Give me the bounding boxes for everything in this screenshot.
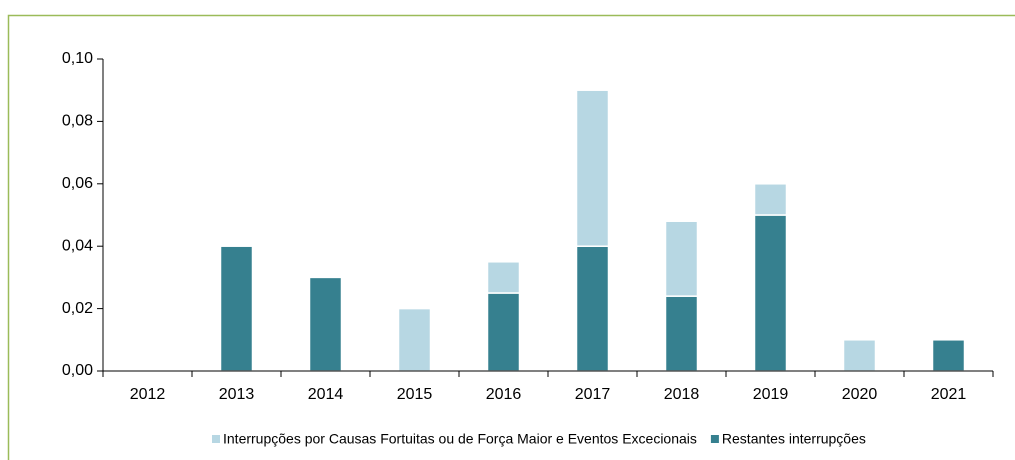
legend-swatch bbox=[212, 435, 220, 443]
x-tick-label: 2020 bbox=[842, 386, 878, 403]
y-tick-label: 0,00 bbox=[62, 362, 93, 379]
x-tick-label: 2013 bbox=[219, 386, 255, 403]
x-tick-label: 2016 bbox=[486, 386, 522, 403]
x-tick-label: 2021 bbox=[931, 386, 967, 403]
bar-segment bbox=[931, 339, 966, 372]
bar-segment bbox=[664, 295, 699, 372]
chart-border bbox=[7, 14, 1015, 460]
bar-segment bbox=[308, 276, 343, 372]
x-tick-label: 2017 bbox=[575, 386, 611, 403]
y-tick-label: 0,02 bbox=[62, 300, 93, 317]
bar-segment bbox=[486, 261, 521, 294]
bar-segment bbox=[397, 307, 432, 372]
bar-segment bbox=[664, 220, 699, 297]
y-tick-label: 0,06 bbox=[62, 175, 93, 192]
legend-label: Restantes interrupções bbox=[722, 431, 866, 447]
bar-segment bbox=[842, 339, 877, 372]
y-tick-label: 0,10 bbox=[62, 50, 93, 67]
x-tick-label: 2015 bbox=[397, 386, 433, 403]
bar-segment bbox=[219, 245, 254, 372]
legend-label: Interrupções por Causas Fortuitas ou de … bbox=[223, 431, 697, 447]
y-tick-label: 0,08 bbox=[62, 113, 93, 130]
y-tick-label: 0,04 bbox=[62, 237, 93, 254]
bar-segment bbox=[575, 89, 610, 247]
x-tick-label: 2019 bbox=[753, 386, 789, 403]
x-tick-label: 2012 bbox=[130, 386, 166, 403]
legend-swatch bbox=[710, 435, 719, 443]
bar-segment bbox=[753, 214, 788, 372]
x-tick-label: 2014 bbox=[308, 386, 344, 403]
x-tick-label: 2018 bbox=[664, 386, 700, 403]
bar-segment bbox=[486, 292, 521, 372]
bar-segment bbox=[575, 245, 610, 372]
bar-segment bbox=[753, 183, 788, 216]
